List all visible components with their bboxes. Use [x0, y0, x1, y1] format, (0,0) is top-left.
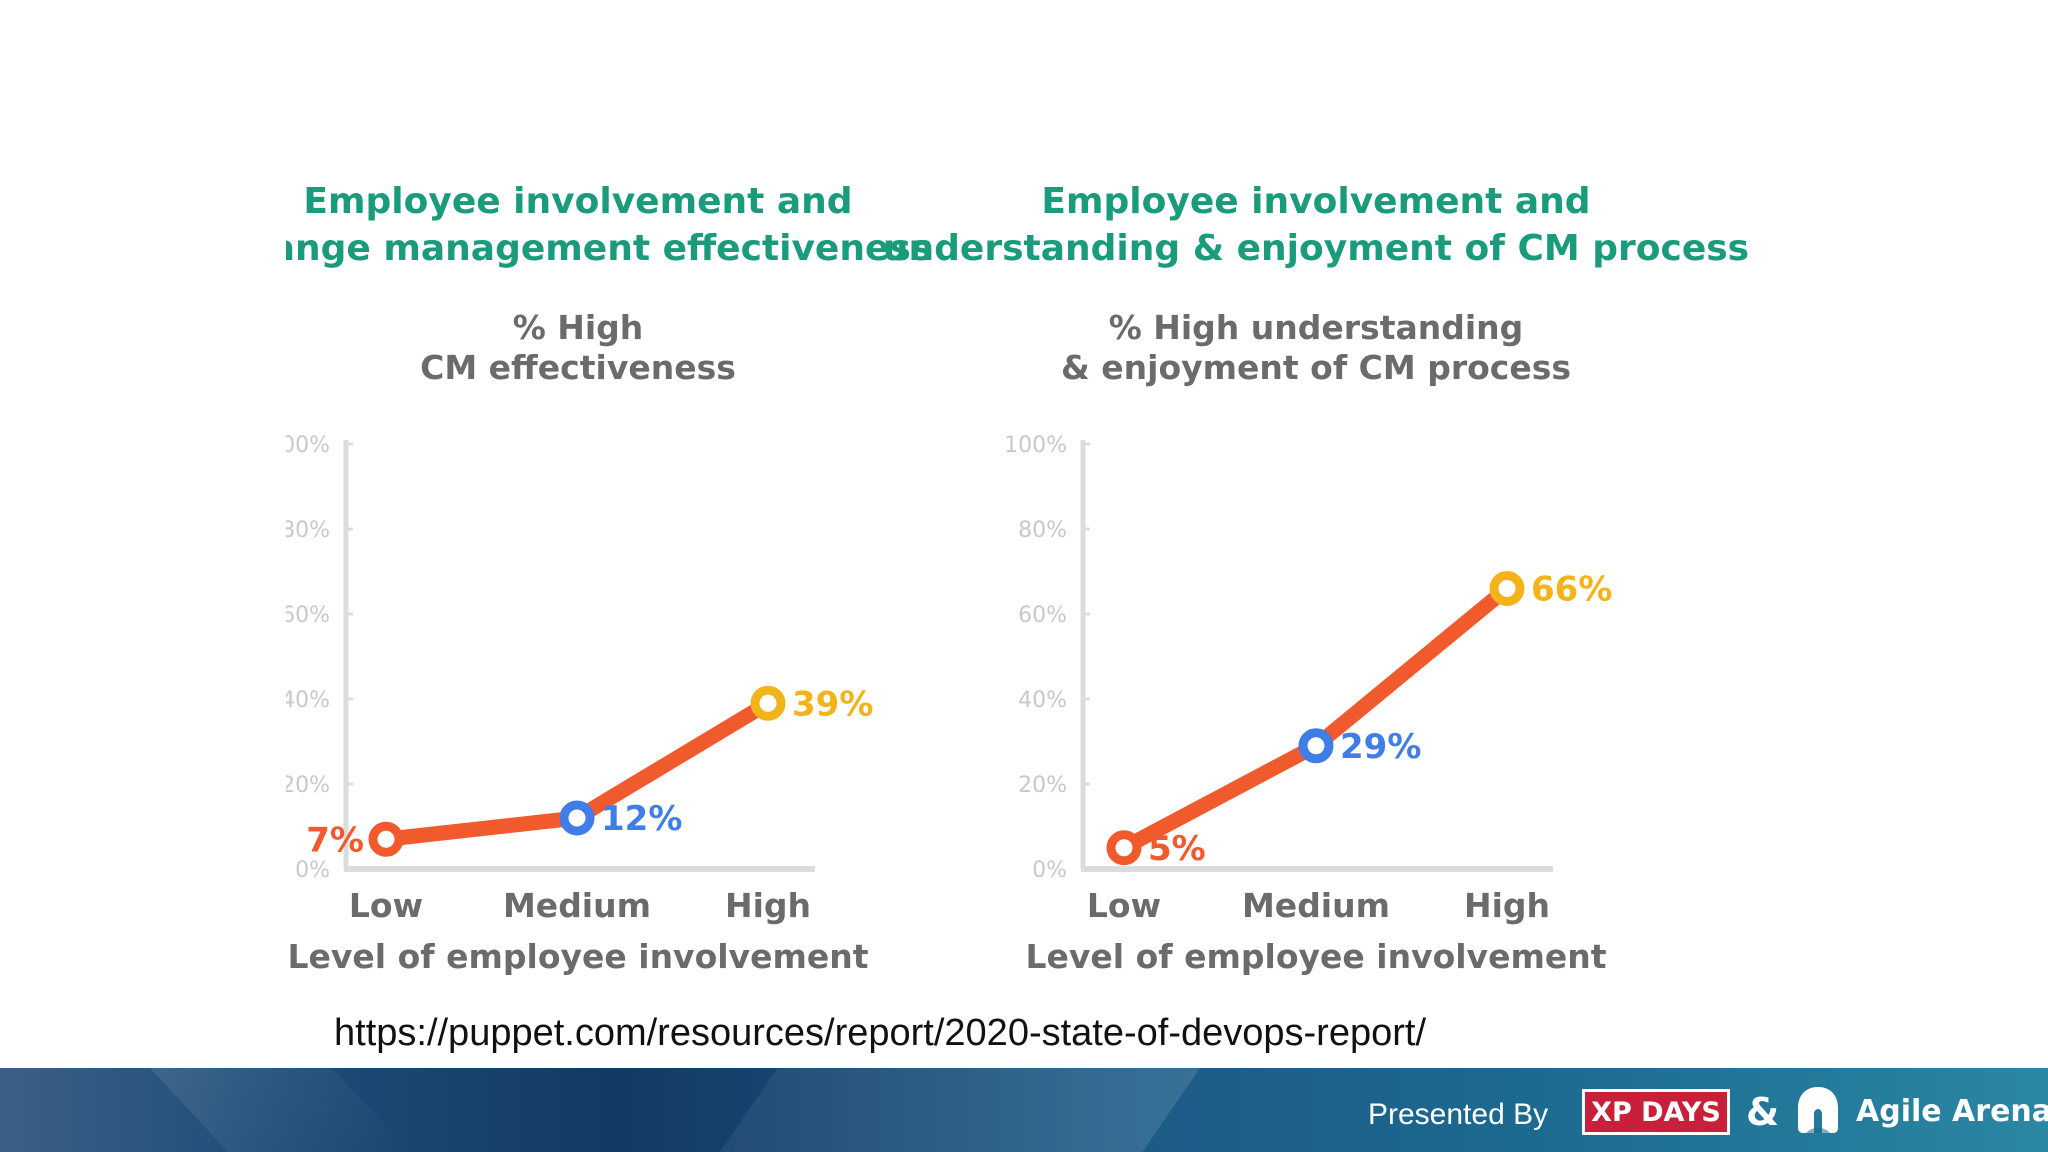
- y-tick-label: 20%: [281, 773, 330, 798]
- data-point: [750, 685, 786, 721]
- data-value-label: 7%: [306, 820, 364, 860]
- y-tick-label: 0%: [295, 858, 330, 883]
- y-tick-label: 80%: [1018, 518, 1067, 543]
- data-line: [1116, 581, 1515, 856]
- y-tick-label: 60%: [281, 603, 330, 628]
- chart-subtitle-line: % High: [513, 308, 644, 347]
- x-category-label: High: [725, 886, 811, 925]
- data-value-label: 5%: [1148, 829, 1206, 869]
- y-tick-label: 100%: [1004, 433, 1067, 458]
- y-tick-label: 80%: [281, 518, 330, 543]
- y-tick-label: 100%: [267, 433, 330, 458]
- xp-days-logo: XP DAYS: [1582, 1089, 1730, 1135]
- chart-subtitle: % High CM effectiveness: [420, 308, 736, 387]
- chart-employee-involvement-understanding-enjoyment: Employee involvement and understanding & …: [883, 181, 1749, 976]
- data-value-label: 66%: [1531, 570, 1612, 610]
- agile-arena-logo-icon: [1798, 1087, 1838, 1133]
- data-value-label: 39%: [792, 684, 873, 724]
- chart-title-line: change management effectiveness: [224, 228, 933, 269]
- chart-employee-involvement-cm-effectiveness: Employee involvement and change managemen…: [224, 181, 933, 976]
- footer-bar: [0, 1068, 2048, 1152]
- x-category-label: Medium: [1242, 886, 1390, 925]
- xp-days-logo-text: XP DAYS: [1591, 1096, 1721, 1128]
- chart-title-line: Employee involvement and: [303, 181, 852, 222]
- data-point: [1489, 571, 1525, 606]
- y-tick-label: 60%: [1018, 603, 1067, 628]
- chart-subtitle-line: CM effectiveness: [420, 348, 736, 387]
- x-category-label: Low: [349, 886, 423, 925]
- x-category-label: Medium: [503, 886, 651, 925]
- agile-arena-logo-text: Agile Arena: [1856, 1094, 2048, 1129]
- chart-title: Employee involvement and change managemen…: [224, 181, 933, 269]
- footer-decor-shape: [150, 1068, 410, 1152]
- x-axis-label: Level of employee involvement: [1026, 937, 1607, 976]
- data-value-label: 12%: [601, 799, 682, 839]
- y-tick-label: 40%: [281, 688, 330, 713]
- y-tick-label: 20%: [1018, 773, 1067, 798]
- x-category-label: High: [1464, 886, 1550, 925]
- data-value-label: 29%: [1340, 727, 1421, 767]
- ampersand-text: &: [1746, 1090, 1780, 1134]
- data-point: [559, 800, 595, 836]
- chart-subtitle: % High understanding & enjoyment of CM pr…: [1061, 308, 1571, 387]
- y-tick-label: 40%: [1018, 688, 1067, 713]
- y-tick-label: 0%: [1032, 858, 1067, 883]
- footer-decor-shape: [720, 1068, 1200, 1152]
- data-point: [1106, 830, 1142, 866]
- presented-by-text: Presented By: [1368, 1098, 1549, 1131]
- source-url-text: https://puppet.com/resources/report/2020…: [334, 1012, 1426, 1054]
- chart-title: Employee involvement and understanding & …: [883, 181, 1749, 269]
- data-point: [1298, 728, 1334, 764]
- x-category-label: Low: [1087, 886, 1161, 925]
- chart-title-line: Employee involvement and: [1041, 181, 1590, 222]
- chart-title-line: understanding & enjoyment of CM process: [883, 228, 1749, 269]
- x-axis-label: Level of employee involvement: [288, 937, 869, 976]
- chart-subtitle-line: & enjoyment of CM process: [1061, 348, 1571, 387]
- chart-subtitle-line: % High understanding: [1109, 308, 1524, 347]
- data-point: [368, 821, 404, 857]
